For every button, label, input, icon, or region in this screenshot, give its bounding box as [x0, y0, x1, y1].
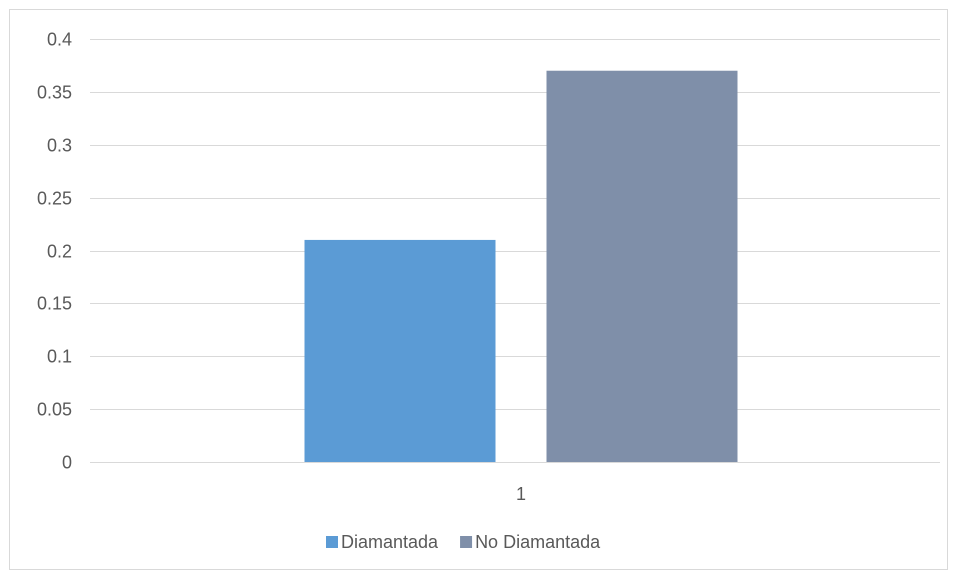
y-tick-label: 0.4 [47, 30, 72, 50]
y-tick-label: 0.15 [37, 294, 72, 314]
y-tick-label: 0.05 [37, 400, 72, 420]
x-axis-tick-labels: 1 [516, 484, 526, 504]
y-tick-label: 0 [62, 453, 72, 473]
gridlines [90, 40, 940, 463]
y-tick-label: 0.3 [47, 136, 72, 156]
legend-label: Diamantada [341, 532, 439, 552]
bar-diamantada [305, 240, 496, 462]
bar-no-diamantada [547, 71, 738, 462]
y-tick-label: 0.1 [47, 347, 72, 367]
legend-swatch [326, 536, 338, 548]
legend-label: No Diamantada [475, 532, 601, 552]
y-tick-label: 0.35 [37, 83, 72, 103]
legend-swatch [460, 536, 472, 548]
x-tick-label: 1 [516, 484, 526, 504]
bars [305, 71, 738, 462]
y-tick-label: 0.2 [47, 242, 72, 262]
y-axis-tick-labels: 0 0.05 0.1 0.15 0.2 0.25 0.3 0.35 0.4 [37, 30, 72, 473]
y-tick-label: 0.25 [37, 189, 72, 209]
legend: Diamantada No Diamantada [326, 532, 601, 552]
